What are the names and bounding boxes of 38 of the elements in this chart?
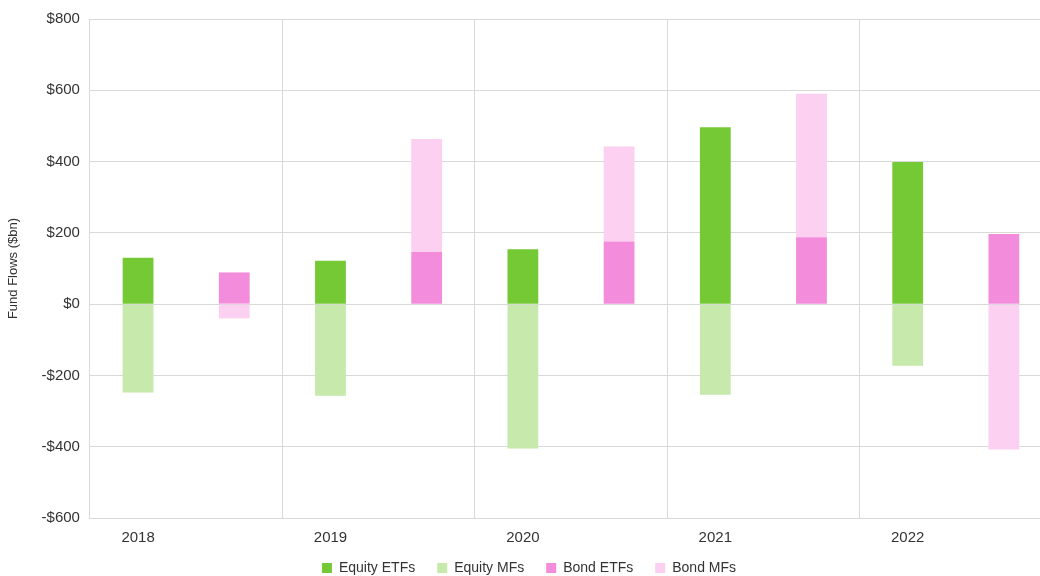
bar bbox=[988, 304, 1020, 450]
bar bbox=[218, 304, 250, 319]
bar bbox=[218, 272, 250, 304]
bar bbox=[603, 241, 635, 304]
legend-label: Bond ETFs bbox=[563, 558, 634, 575]
bar bbox=[507, 249, 539, 304]
y-axis-title: Fund Flows ($bn) bbox=[5, 217, 21, 320]
bar bbox=[411, 252, 443, 304]
bar bbox=[699, 127, 731, 304]
bar bbox=[122, 257, 154, 304]
y-tick-label: -$200 bbox=[41, 365, 80, 383]
x-tick-label: 2020 bbox=[506, 528, 540, 546]
bar bbox=[892, 304, 924, 366]
x-tick-label: 2021 bbox=[698, 528, 732, 546]
bar bbox=[507, 304, 539, 449]
y-tick-label: $200 bbox=[46, 223, 80, 240]
legend-label: Equity ETFs bbox=[338, 558, 416, 575]
y-tick-label: $600 bbox=[46, 80, 80, 98]
x-tick-label: 2022 bbox=[891, 528, 925, 546]
y-tick-label: $800 bbox=[46, 9, 80, 27]
bar bbox=[315, 260, 346, 304]
bar bbox=[796, 237, 827, 304]
x-tick-label: 2019 bbox=[313, 528, 348, 546]
bar bbox=[988, 233, 1020, 304]
legend-label: Bond MFs bbox=[672, 558, 737, 575]
bar bbox=[315, 304, 346, 396]
bar bbox=[411, 139, 443, 253]
bar bbox=[122, 304, 154, 393]
x-tick-label: 2018 bbox=[121, 528, 155, 546]
y-tick-label: -$400 bbox=[41, 436, 80, 454]
y-tick-label: -$600 bbox=[41, 508, 80, 526]
y-tick-label: $0 bbox=[63, 294, 80, 312]
bar bbox=[892, 161, 924, 304]
bar bbox=[603, 146, 635, 242]
y-tick-label: $400 bbox=[46, 151, 80, 169]
legend-label: Equity MFs bbox=[454, 558, 525, 575]
bar bbox=[796, 93, 827, 238]
bar bbox=[699, 304, 731, 395]
